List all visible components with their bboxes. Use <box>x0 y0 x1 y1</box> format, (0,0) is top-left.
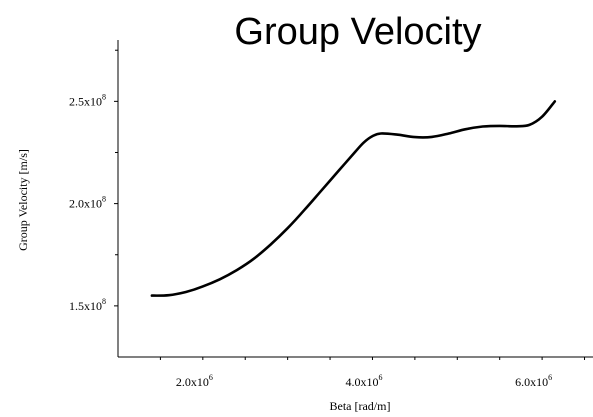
x-tick-label: 6.0x106 <box>515 373 552 389</box>
x-tick-label: 4.0x106 <box>345 373 382 389</box>
chart-title: Group Velocity <box>234 11 481 53</box>
y-tick-label: 2.0x108 <box>69 195 106 211</box>
group-velocity-curve <box>150 100 557 297</box>
x-axis-label: Beta [rad/m] <box>330 399 391 413</box>
x-tick-label: 2.0x106 <box>176 373 213 389</box>
x-ticks: 2.0x106 4.0x106 6.0x106 <box>159 357 586 389</box>
y-axis-label: Group Velocity [m/s] <box>16 149 30 251</box>
y-tick-label: 2.5x108 <box>69 92 106 108</box>
y-tick-label: 1.5x108 <box>69 297 106 313</box>
y-ticks: 1.5x108 2.0x108 2.5x108 <box>69 49 118 313</box>
